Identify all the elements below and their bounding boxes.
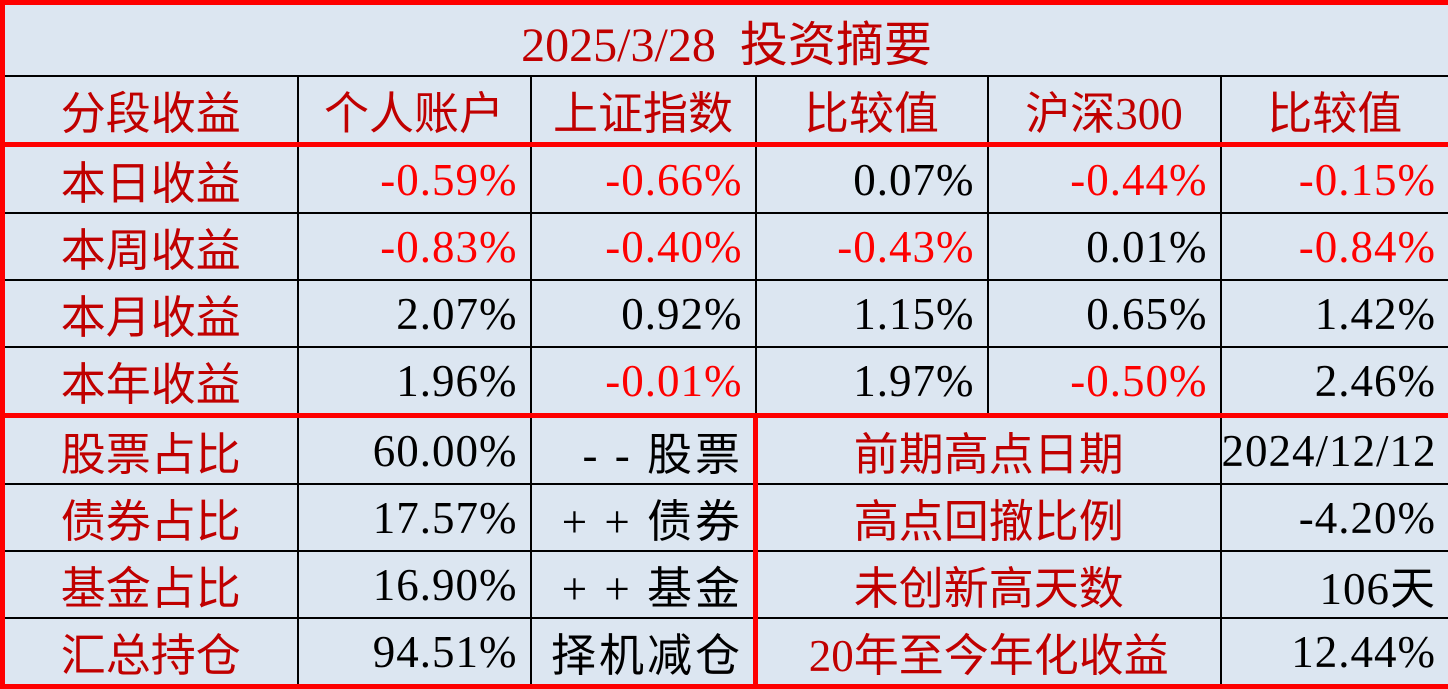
table-row-stock-allocation: 股票占比 60.00% - - 股票 前期高点日期 2024/12/12 — [3, 416, 1448, 485]
row-label: 债券占比 — [3, 484, 298, 551]
title-row: 2025/3/28 投资摘要 — [3, 3, 1448, 77]
value-cell: 1.15% — [756, 280, 988, 347]
stat-label: 未创新高天数 — [756, 551, 1221, 618]
table-row-fund-allocation: 基金占比 16.90% + + 基金 未创新高天数 106天 — [3, 551, 1448, 618]
value-cell: 17.57% — [298, 484, 531, 551]
value-cell: 60.00% — [298, 416, 531, 485]
stat-value: 2024/12/12 — [1221, 416, 1448, 485]
row-label: 基金占比 — [3, 551, 298, 618]
table-row-daily: 本日收益 -0.59% -0.66% 0.07% -0.44% -0.15% — [3, 145, 1448, 214]
stat-label: 20年至今年化收益 — [756, 618, 1221, 687]
value-cell: -0.43% — [756, 213, 988, 280]
col-header-compare1: 比较值 — [756, 76, 988, 145]
value-cell: 16.90% — [298, 551, 531, 618]
table-row-bond-allocation: 债券占比 17.57% + + 债券 高点回撤比例 -4.20% — [3, 484, 1448, 551]
col-header-personal: 个人账户 — [298, 76, 531, 145]
table-row-weekly: 本周收益 -0.83% -0.40% -0.43% 0.01% -0.84% — [3, 213, 1448, 280]
value-cell: 1.97% — [756, 347, 988, 416]
value-cell: -0.66% — [531, 145, 756, 214]
col-header-sse: 上证指数 — [531, 76, 756, 145]
value-cell: -0.15% — [1221, 145, 1448, 214]
row-label: 本周收益 — [3, 213, 298, 280]
signal-cell: - - 股票 — [531, 416, 756, 485]
value-cell: 2.46% — [1221, 347, 1448, 416]
row-label: 本年收益 — [3, 347, 298, 416]
row-label: 本月收益 — [3, 280, 298, 347]
col-header-compare2: 比较值 — [1221, 76, 1448, 145]
value-cell: -0.44% — [988, 145, 1221, 214]
signal-cell: 择机减仓 — [531, 618, 756, 687]
signal-cell: + + 基金 — [531, 551, 756, 618]
stat-value: -4.20% — [1221, 484, 1448, 551]
col-header-csi300: 沪深300 — [988, 76, 1221, 145]
row-label: 本日收益 — [3, 145, 298, 214]
row-label: 股票占比 — [3, 416, 298, 485]
value-cell: 0.92% — [531, 280, 756, 347]
value-cell: -0.40% — [531, 213, 756, 280]
value-cell: -0.50% — [988, 347, 1221, 416]
value-cell: 94.51% — [298, 618, 531, 687]
value-cell: -0.01% — [531, 347, 756, 416]
table-row-total-position: 汇总持仓 94.51% 择机减仓 20年至今年化收益 12.44% — [3, 618, 1448, 687]
value-cell: 2.07% — [298, 280, 531, 347]
stat-label: 高点回撤比例 — [756, 484, 1221, 551]
table-row-monthly: 本月收益 2.07% 0.92% 1.15% 0.65% 1.42% — [3, 280, 1448, 347]
value-cell: -0.84% — [1221, 213, 1448, 280]
value-cell: 1.42% — [1221, 280, 1448, 347]
value-cell: 0.01% — [988, 213, 1221, 280]
value-cell: 0.65% — [988, 280, 1221, 347]
value-cell: -0.59% — [298, 145, 531, 214]
stat-label: 前期高点日期 — [756, 416, 1221, 485]
value-cell: 0.07% — [756, 145, 988, 214]
page-title: 2025/3/28 投资摘要 — [3, 3, 1448, 77]
row-label: 汇总持仓 — [3, 618, 298, 687]
col-header-segment: 分段收益 — [3, 76, 298, 145]
header-row: 分段收益 个人账户 上证指数 比较值 沪深300 比较值 — [3, 76, 1448, 145]
signal-cell: + + 债券 — [531, 484, 756, 551]
value-cell: 1.96% — [298, 347, 531, 416]
stat-value: 106天 — [1221, 551, 1448, 618]
stat-value: 12.44% — [1221, 618, 1448, 687]
value-cell: -0.83% — [298, 213, 531, 280]
table-row-yearly: 本年收益 1.96% -0.01% 1.97% -0.50% 2.46% — [3, 347, 1448, 416]
